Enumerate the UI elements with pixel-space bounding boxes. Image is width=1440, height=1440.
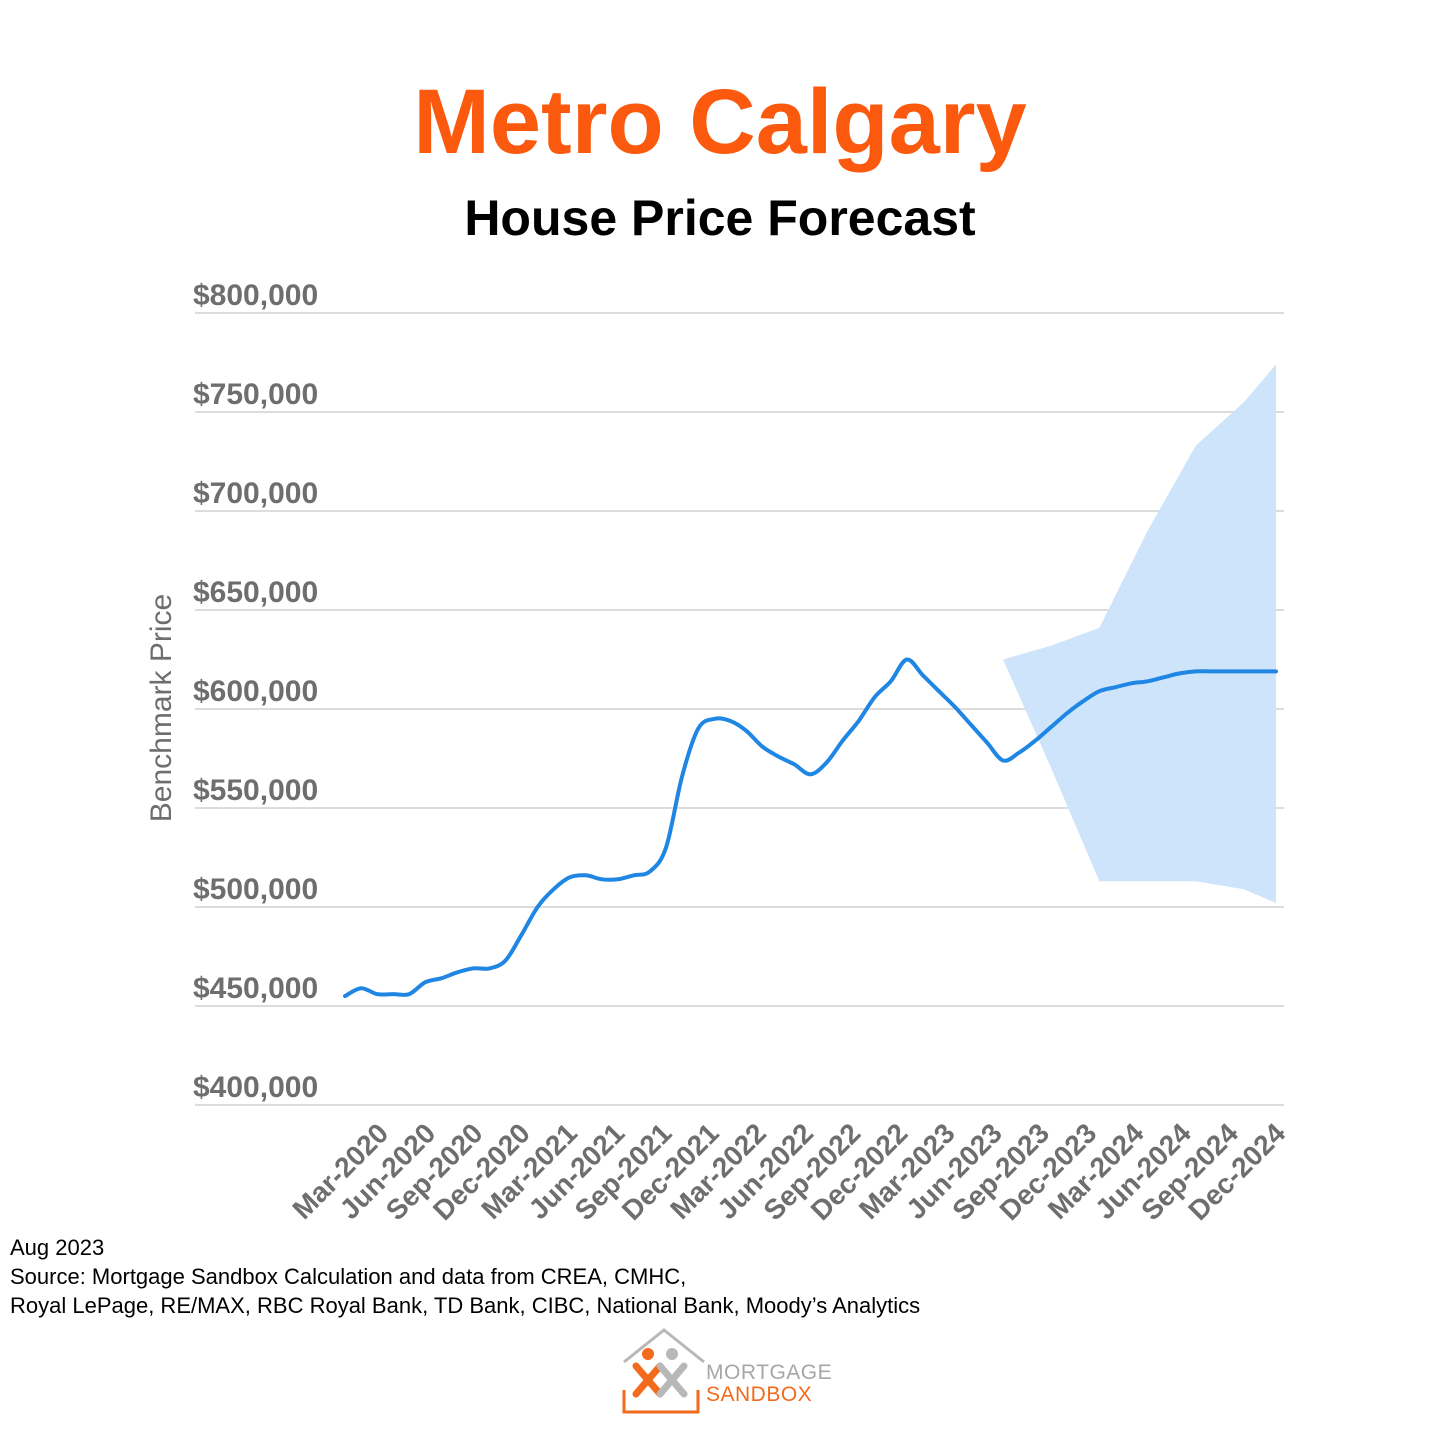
y-tick-label: $700,000 <box>193 477 318 510</box>
page-title: Metro Calgary <box>413 71 1027 173</box>
price-line <box>343 657 1278 999</box>
y-tick-label: $450,000 <box>193 972 318 1005</box>
footer-source-line-1: Source: Mortgage Sandbox Calculation and… <box>10 1264 687 1289</box>
footer-notes: Aug 2023 Source: Mortgage Sandbox Calcul… <box>10 1233 920 1320</box>
y-tick-label: $750,000 <box>193 378 318 411</box>
footer-date: Aug 2023 <box>10 1235 105 1260</box>
y-tick-label: $500,000 <box>193 873 318 906</box>
logo-text-mortgage: MORTGAGE <box>706 1361 833 1384</box>
footer-source-line-2: Royal LePage, RE/MAX, RBC Royal Bank, TD… <box>10 1293 921 1318</box>
price-forecast-chart: $400,000 $450,000 $500,000 $550,000 $600,000… <box>145 279 1292 1226</box>
price-series <box>343 657 1278 999</box>
logo-house-icon <box>622 1328 705 1414</box>
y-tick-label: $550,000 <box>193 774 318 807</box>
logo-text-sandbox: SANDBOX <box>706 1383 813 1406</box>
y-tick-label: $600,000 <box>193 675 318 708</box>
x-axis-ticks: Mar-2020Jun-2020Sep-2020Dec-2020Mar-2021… <box>286 1117 1291 1226</box>
y-tick-label: $400,000 <box>193 1071 318 1104</box>
page-subtitle: House Price Forecast <box>464 190 976 246</box>
mortgage-sandbox-logo: MORTGAGE SANDBOX <box>618 1326 832 1418</box>
y-tick-label: $650,000 <box>193 576 318 609</box>
y-axis-label: Benchmark Price <box>145 594 178 822</box>
forecast-range-band <box>1003 364 1276 903</box>
y-tick-label: $800,000 <box>193 279 318 312</box>
forecast-band-area <box>1003 364 1276 903</box>
y-axis-ticks: $400,000 $450,000 $500,000 $550,000 $600,000… <box>193 279 318 1104</box>
